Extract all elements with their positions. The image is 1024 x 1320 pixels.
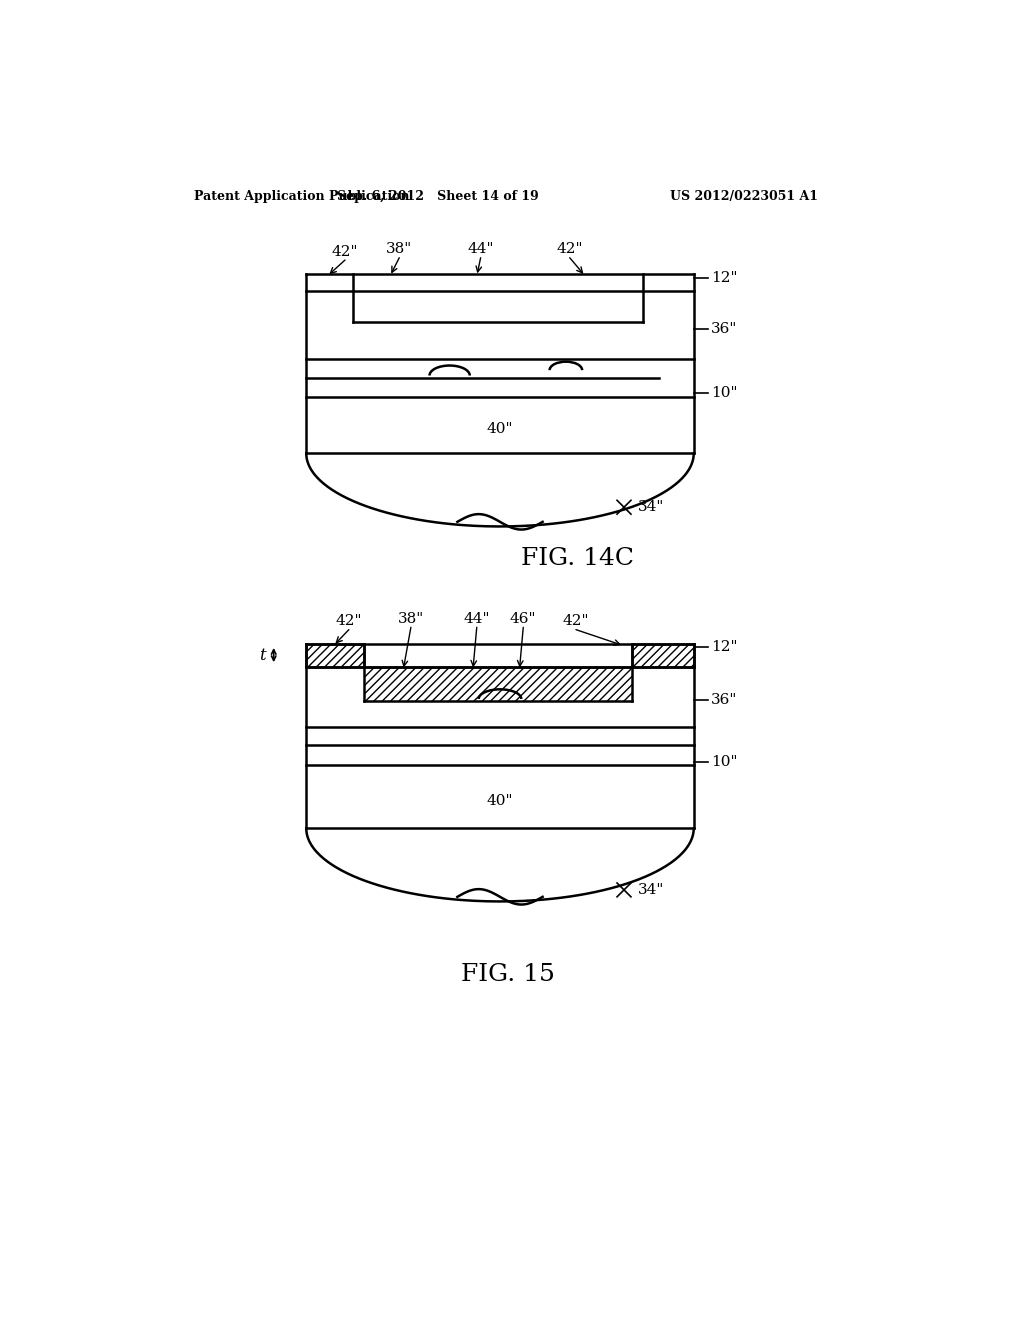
Text: 36": 36" [711,693,737,708]
Text: 12": 12" [711,640,737,655]
Text: 10": 10" [711,387,737,400]
Text: US 2012/0223051 A1: US 2012/0223051 A1 [671,190,818,203]
Text: 44": 44" [464,611,490,626]
Bar [632,644,693,667]
Text: 12": 12" [711,271,737,285]
Text: 44": 44" [467,242,494,256]
Text: FIG. 15: FIG. 15 [461,964,555,986]
Text: 42": 42" [336,614,362,628]
Text: 40": 40" [486,793,513,808]
Text: 38": 38" [386,242,413,256]
Text: 36": 36" [711,322,737,335]
Text: 42": 42" [556,242,583,256]
Text: 34": 34" [638,500,665,515]
Text: 40": 40" [486,421,513,436]
Text: 46": 46" [510,611,537,626]
Text: 42": 42" [332,244,358,259]
Bar [365,667,632,701]
Text: t: t [259,647,266,664]
Text: FIG. 14C: FIG. 14C [521,548,634,570]
Text: Sep. 6, 2012   Sheet 14 of 19: Sep. 6, 2012 Sheet 14 of 19 [337,190,539,203]
Text: 34": 34" [638,883,665,896]
Text: 38": 38" [397,611,424,626]
Text: 10": 10" [711,755,737,770]
Bar [306,644,365,667]
Text: 42": 42" [563,614,589,628]
Text: Patent Application Publication: Patent Application Publication [194,190,410,203]
